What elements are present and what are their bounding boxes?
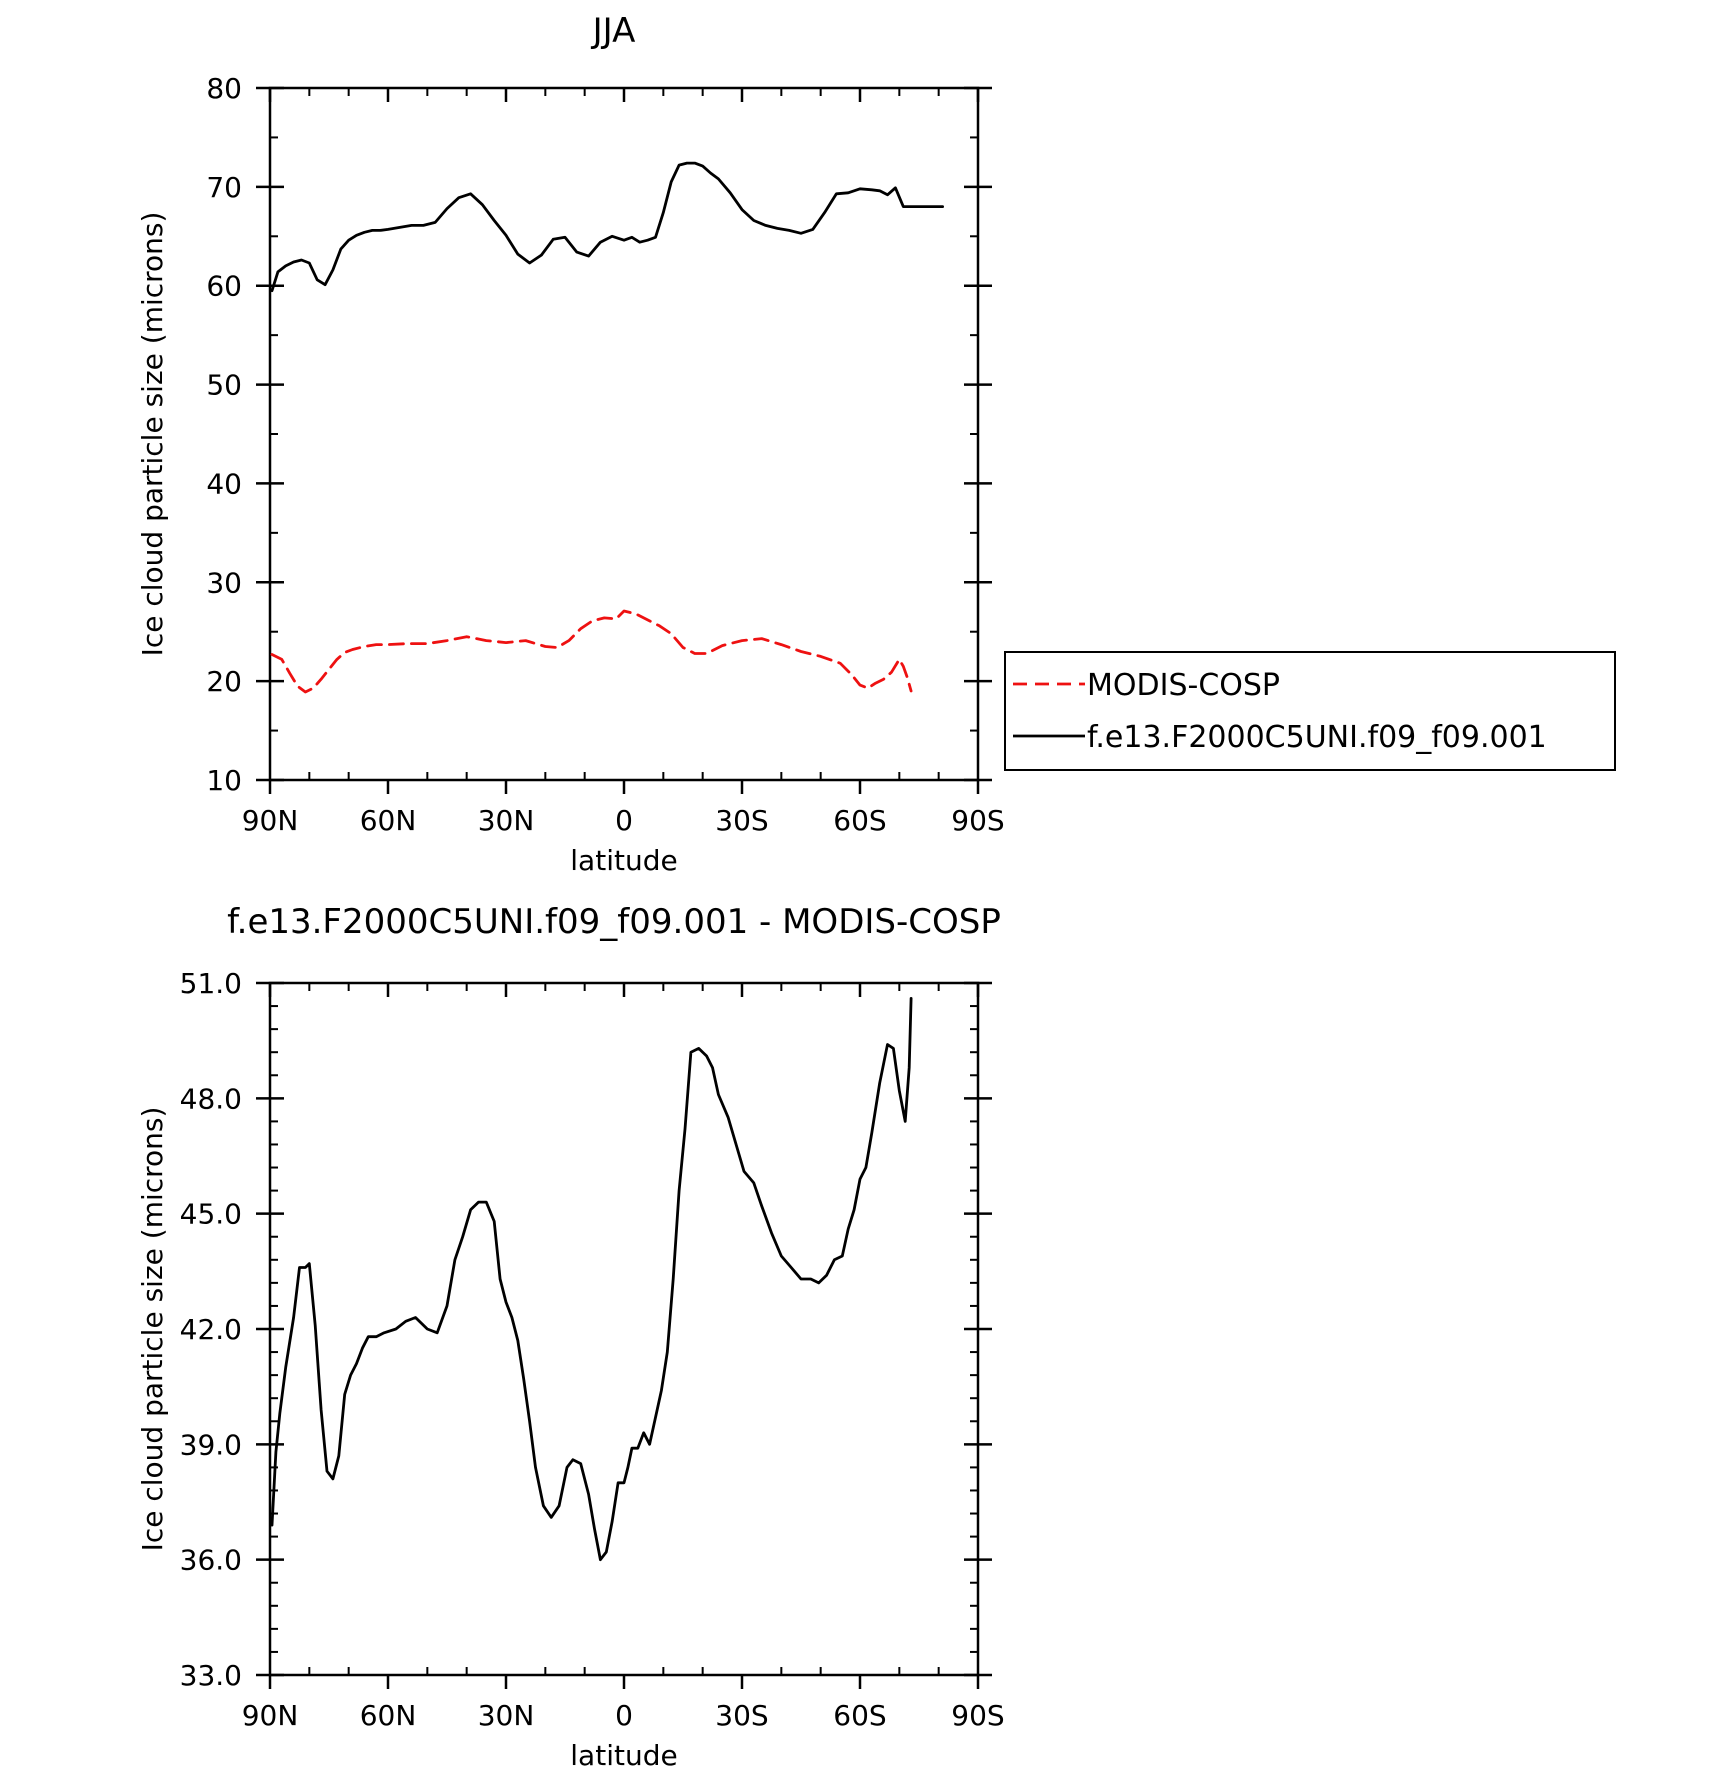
- y-tick-label: 60: [206, 270, 242, 303]
- y-tick-label: 80: [206, 72, 242, 105]
- y-tick-label: 45.0: [180, 1198, 242, 1231]
- x-tick-label: 60N: [360, 804, 417, 837]
- x-tick-label: 30N: [478, 804, 535, 837]
- x-tick-label: 90S: [951, 804, 1004, 837]
- legend-box: [1004, 651, 1616, 771]
- x-tick-label: 0: [615, 1699, 633, 1732]
- y-tick-label: 42.0: [180, 1313, 242, 1346]
- plot-frame: [268, 981, 980, 1677]
- y-tick-label: 33.0: [180, 1659, 242, 1692]
- y-tick-label: 40: [206, 467, 242, 500]
- x-tick-label: 60N: [360, 1699, 417, 1732]
- y-tick-label: 48.0: [180, 1082, 242, 1115]
- y-axis-title: Ice cloud particle size (microns): [136, 212, 169, 657]
- series-line-1: [270, 609, 913, 694]
- top-panel: 90N 60N 30N 0 30S 60S 90S 10 20 30 40 50 60 70 80 latit…: [136, 11, 1616, 877]
- y-tick-label: 20: [206, 665, 242, 698]
- x-tick-label: 90N: [242, 1699, 299, 1732]
- bottom-panel: 90N 60N 30N 0 30S 60S 90S 33.0 36.0 39.0 42.0 45.0 4…: [136, 902, 1005, 1772]
- y-tick-label: 39.0: [180, 1428, 242, 1461]
- y-tick-label: 10: [206, 764, 242, 797]
- y-tick-label: 70: [206, 171, 242, 204]
- x-axis-title: latitude: [570, 844, 677, 877]
- x-tick-label: 30S: [715, 1699, 768, 1732]
- x-tick-label: 90S: [951, 1699, 1004, 1732]
- y-tick-label: 50: [206, 369, 242, 402]
- plot-title: f.e13.F2000C5UNI.f09_f09.001 - MODIS-COS…: [227, 902, 1001, 942]
- x-tick-label: 30S: [715, 804, 768, 837]
- x-tick-label: 30N: [478, 1699, 535, 1732]
- x-tick-label: 60S: [833, 804, 886, 837]
- y-tick-label: 30: [206, 566, 242, 599]
- legend-label: MODIS-COSP: [1087, 668, 1280, 703]
- plot-title: JJA: [591, 11, 636, 51]
- x-tick-label: 90N: [242, 804, 299, 837]
- y-axis-title: Ice cloud particle size (microns): [136, 1107, 169, 1552]
- x-tick-label: 0: [615, 804, 633, 837]
- series-line-2: [270, 161, 944, 293]
- series-line-1: [270, 997, 913, 1562]
- x-axis-title: latitude: [570, 1739, 677, 1772]
- y-tick-label: 51.0: [180, 967, 242, 1000]
- y-tick-label: 36.0: [180, 1544, 242, 1577]
- legend-label: f.e13.F2000C5UNI.f09_f09.001: [1087, 720, 1547, 755]
- plot-frame: [268, 86, 980, 782]
- x-tick-label: 60S: [833, 1699, 886, 1732]
